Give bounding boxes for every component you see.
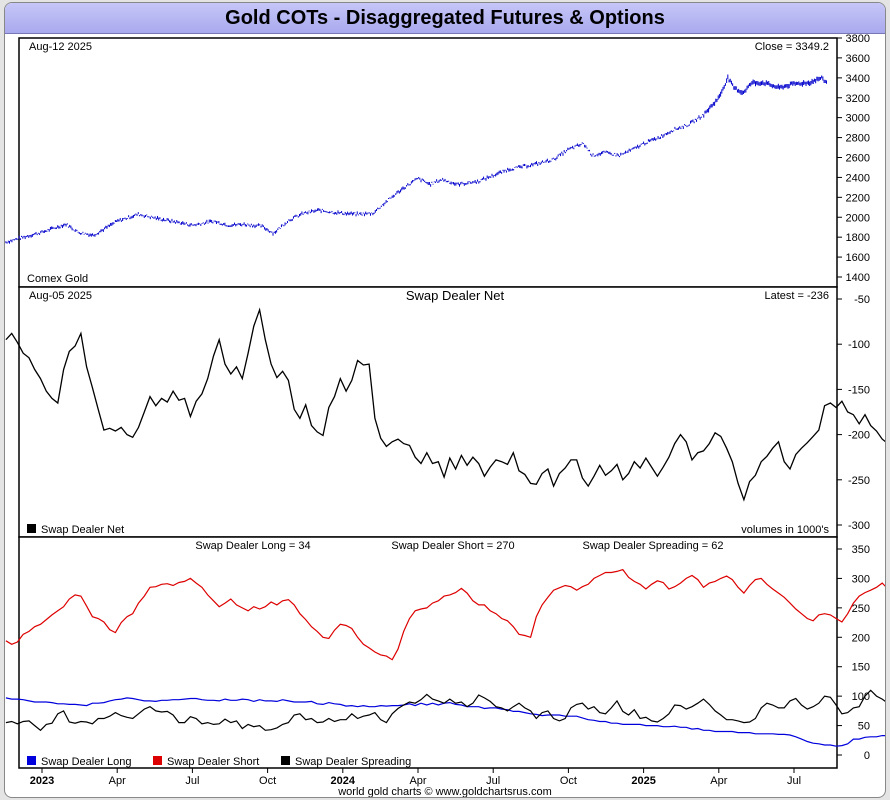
net-units-label: volumes in 1000's [741, 524, 829, 536]
panel-1-box [18, 37, 838, 288]
component-value-label: Swap Dealer Spreading = 62 [583, 540, 724, 552]
component-series-line [5, 697, 885, 747]
y-tick-label: 300 [852, 573, 870, 585]
net-series-line [5, 307, 885, 502]
component-value-label: Swap Dealer Short = 270 [391, 540, 514, 552]
x-tick-label: Jul [185, 775, 199, 787]
y-tick-label: 2400 [846, 172, 870, 184]
component-series-line [5, 568, 885, 661]
y-tick-label: 3000 [846, 113, 870, 125]
net-date-label: Aug-05 2025 [29, 290, 92, 302]
y-tick-label: 50 [858, 721, 870, 733]
y-tick-label: 150 [852, 662, 870, 674]
panel-2-box [18, 286, 838, 538]
chart-frame: Gold COTs - Disaggregated Futures & Opti… [4, 2, 886, 798]
y-tick-label: 2800 [846, 133, 870, 145]
y-tick-label: 350 [852, 544, 870, 556]
y-tick-label: 0 [864, 750, 870, 762]
y-tick-label: 3600 [846, 53, 870, 65]
y-tick-label: -250 [848, 475, 870, 487]
y-tick-label: 1600 [846, 252, 870, 264]
component-legend-swatch [153, 756, 162, 765]
panel-3-box [18, 536, 838, 769]
net-latest-label: Latest = -236 [764, 290, 829, 302]
y-tick-label: 2200 [846, 192, 870, 204]
chart-title: Gold COTs - Disaggregated Futures & Opti… [5, 3, 885, 34]
y-tick-label: 100 [852, 691, 870, 703]
x-tick-label: Apr [409, 775, 426, 787]
y-tick-label: 3400 [846, 73, 870, 85]
component-legend-label: Swap Dealer Long [41, 756, 132, 768]
component-legend-swatch [281, 756, 290, 765]
price-bars [5, 74, 827, 244]
cot-chart: 1400160018002000220024002600280030003200… [5, 33, 885, 797]
x-tick-label: 2023 [30, 775, 54, 787]
footer-credit: world gold charts © www.goldchartsrus.co… [337, 786, 552, 797]
component-series-line [5, 689, 885, 732]
price-date-label: Aug-12 2025 [29, 41, 92, 53]
price-close-label: Close = 3349.2 [755, 41, 829, 53]
x-tick-label: Jul [787, 775, 801, 787]
y-tick-label: -300 [848, 520, 870, 532]
x-tick-label: Oct [259, 775, 276, 787]
y-tick-label: 2600 [846, 153, 870, 165]
y-tick-label: 250 [852, 603, 870, 615]
y-tick-label: 1800 [846, 232, 870, 244]
net-title: Swap Dealer Net [406, 288, 505, 303]
x-tick-label: Apr [710, 775, 727, 787]
y-tick-label: -200 [848, 430, 870, 442]
component-legend-label: Swap Dealer Spreading [295, 756, 411, 768]
y-tick-label: -100 [848, 339, 870, 351]
y-tick-label: 1400 [846, 272, 870, 284]
component-value-label: Swap Dealer Long = 34 [195, 540, 310, 552]
net-legend-swatch [27, 524, 36, 533]
y-tick-label: -50 [854, 294, 870, 306]
component-legend-label: Swap Dealer Short [167, 756, 259, 768]
component-legend-swatch [27, 756, 36, 765]
x-tick-label: 2025 [631, 775, 655, 787]
y-tick-label: 2000 [846, 212, 870, 224]
x-tick-label: Oct [560, 775, 577, 787]
y-tick-label: 200 [852, 632, 870, 644]
net-legend-label: Swap Dealer Net [41, 524, 124, 536]
x-tick-label: Jul [486, 775, 500, 787]
price-corner-label: Comex Gold [27, 273, 88, 285]
y-tick-label: 3800 [846, 33, 870, 45]
y-tick-label: 3200 [846, 93, 870, 105]
x-tick-label: 2024 [331, 775, 356, 787]
y-tick-label: -150 [848, 384, 870, 396]
x-tick-label: Apr [109, 775, 126, 787]
